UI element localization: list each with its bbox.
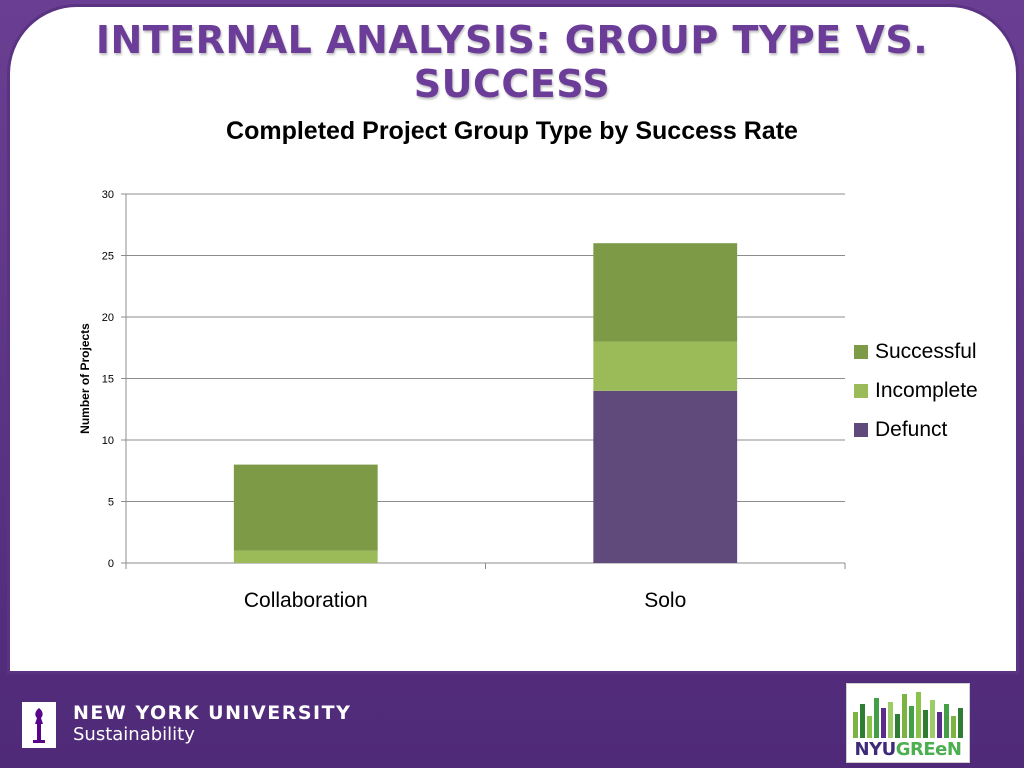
y-tick-label: 30 xyxy=(102,189,114,201)
legend-label: Successful xyxy=(875,339,977,363)
slide-title: INTERNAL ANALYSIS: GROUP TYPE VS. SUCCES… xyxy=(95,18,929,106)
bar-defunct-solo xyxy=(593,390,738,563)
legend-swatch xyxy=(854,383,868,398)
y-tick-label: 0 xyxy=(108,558,114,570)
y-tick-label: 20 xyxy=(102,312,114,324)
logo-text-nyu: NYU xyxy=(854,739,897,760)
bar-incomplete-collaboration xyxy=(233,550,378,563)
legend-swatch xyxy=(854,422,868,437)
legend-item-defunct: Defunct xyxy=(854,410,978,449)
legend-swatch xyxy=(854,344,868,359)
legend-item-successful: Successful xyxy=(854,332,978,371)
y-axis-label: Number of Projects xyxy=(78,323,92,434)
x-tick-label: Solo xyxy=(644,589,686,612)
x-tick-label: Collaboration xyxy=(244,589,368,612)
chart-legend: Successful Incomplete Defunct xyxy=(854,332,978,449)
department-name: Sustainability xyxy=(73,724,195,745)
bar-skyline-icon xyxy=(853,692,963,738)
university-name: NEW YORK UNIVERSITY xyxy=(73,702,352,724)
y-tick-label: 5 xyxy=(108,497,114,509)
slide-content-area xyxy=(7,4,1019,674)
bar-successful-collaboration xyxy=(233,464,378,551)
chart: 0 5 10 15 20 25 30 Number of Projects Collaborat… xyxy=(78,189,846,612)
logo-text-green: GREeN xyxy=(895,739,962,760)
footer: NEW YORK UNIVERSITY Sustainability NYUGR… xyxy=(0,674,1024,768)
y-tick-label: 15 xyxy=(102,374,114,386)
chart-title: Completed Project Group Type by Success … xyxy=(226,117,798,145)
torch-icon xyxy=(22,702,56,748)
green-logo-text: NYUGREeN xyxy=(847,739,969,760)
y-tick-label: 10 xyxy=(102,435,114,447)
bar-successful-solo xyxy=(593,243,738,342)
legend-item-incomplete: Incomplete xyxy=(854,371,978,410)
nyu-green-logo: NYUGREeN xyxy=(846,683,970,763)
y-tick-label: 25 xyxy=(102,251,114,263)
legend-label: Incomplete xyxy=(875,378,978,402)
bar-incomplete-solo xyxy=(593,341,738,391)
legend-label: Defunct xyxy=(875,417,948,441)
